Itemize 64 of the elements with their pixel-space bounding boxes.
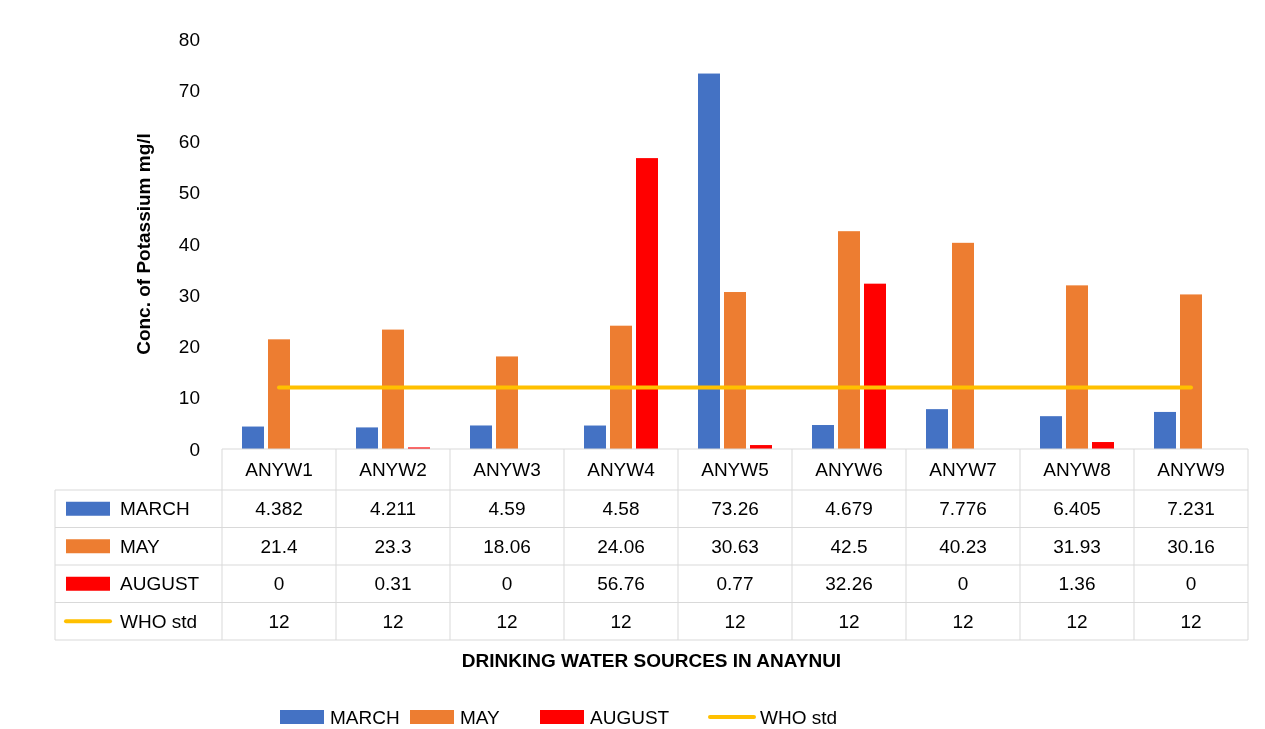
data-label: 12 xyxy=(268,610,290,632)
data-label: 12 xyxy=(610,610,632,632)
y-tick-label: 30 xyxy=(178,284,200,306)
x-tick-label: ANYW7 xyxy=(929,459,997,481)
y-tick-label: 50 xyxy=(178,182,200,204)
data-label: 12 xyxy=(838,610,860,632)
x-tick-label: ANYW9 xyxy=(1157,459,1225,481)
x-tick-label: ANYW3 xyxy=(473,459,541,481)
x-tick-label: ANYW8 xyxy=(1043,459,1111,481)
data-label: 32.26 xyxy=(825,573,873,595)
y-tick-label: 60 xyxy=(178,131,200,153)
data-label: 12 xyxy=(1180,610,1202,632)
data-label: 4.211 xyxy=(369,498,417,520)
text: MARCH xyxy=(330,706,400,728)
data-label: 21.4 xyxy=(260,535,298,557)
x-tick-label: ANYW2 xyxy=(359,459,427,481)
data-label: 12 xyxy=(952,610,974,632)
x-tick-label: ANYW5 xyxy=(701,459,769,481)
data-label: 31.93 xyxy=(1053,535,1101,557)
data-label: 0 xyxy=(501,573,513,595)
data-label: 12 xyxy=(724,610,746,632)
data-label: 18.06 xyxy=(483,535,531,557)
y-tick-label: 80 xyxy=(178,28,200,50)
data-label: 6.405 xyxy=(1053,498,1101,520)
y-tick-label: 10 xyxy=(178,387,200,409)
data-label: 23.3 xyxy=(374,535,412,557)
data-label: 42.5 xyxy=(830,535,868,557)
data-label: 4.382 xyxy=(255,498,303,520)
y-tick-label: 20 xyxy=(178,336,200,358)
data-label: 12 xyxy=(1066,610,1088,632)
data-label: 4.59 xyxy=(488,498,526,520)
data-label: 12 xyxy=(496,610,518,632)
data-label: 0 xyxy=(957,573,969,595)
data-label: 0.77 xyxy=(716,573,754,595)
data-label: 30.63 xyxy=(711,535,759,557)
data-label: 73.26 xyxy=(711,498,759,520)
data-label: 24.06 xyxy=(597,535,645,557)
legend-label: MAY xyxy=(120,535,161,557)
x-tick-label: ANYW6 xyxy=(815,459,883,481)
legend-label: WHO std xyxy=(120,610,198,632)
y-tick-label: 0 xyxy=(189,438,200,460)
data-label: 0 xyxy=(273,573,285,595)
data-label: 7.231 xyxy=(1167,498,1215,520)
legend-label: AUGUST xyxy=(120,573,200,595)
data-label: 40.23 xyxy=(939,535,987,557)
data-label: 1.36 xyxy=(1058,573,1096,595)
data-label: 56.76 xyxy=(597,573,645,595)
data-label: 0 xyxy=(1185,573,1197,595)
x-tick-label: ANYW1 xyxy=(245,459,313,481)
y-tick-label: 40 xyxy=(178,233,200,255)
text: MAY xyxy=(460,706,500,728)
y-axis-title: Conc. of Potassium mg/l xyxy=(133,133,154,355)
data-label: 0.31 xyxy=(374,573,412,595)
x-tick-label: ANYW4 xyxy=(587,459,656,481)
data-label: 4.58 xyxy=(602,498,640,520)
data-label: 4.679 xyxy=(825,498,873,520)
legend-label: MARCH xyxy=(120,498,190,520)
text: WHO std xyxy=(760,706,838,728)
y-tick-label: 70 xyxy=(178,79,200,101)
data-label: 30.16 xyxy=(1167,535,1215,557)
data-label: 12 xyxy=(382,610,404,632)
text: DRINKING WATER SOURCES IN ANAYNUI xyxy=(461,650,842,671)
text: AUGUST xyxy=(590,706,670,728)
data-label: 7.776 xyxy=(939,498,987,520)
